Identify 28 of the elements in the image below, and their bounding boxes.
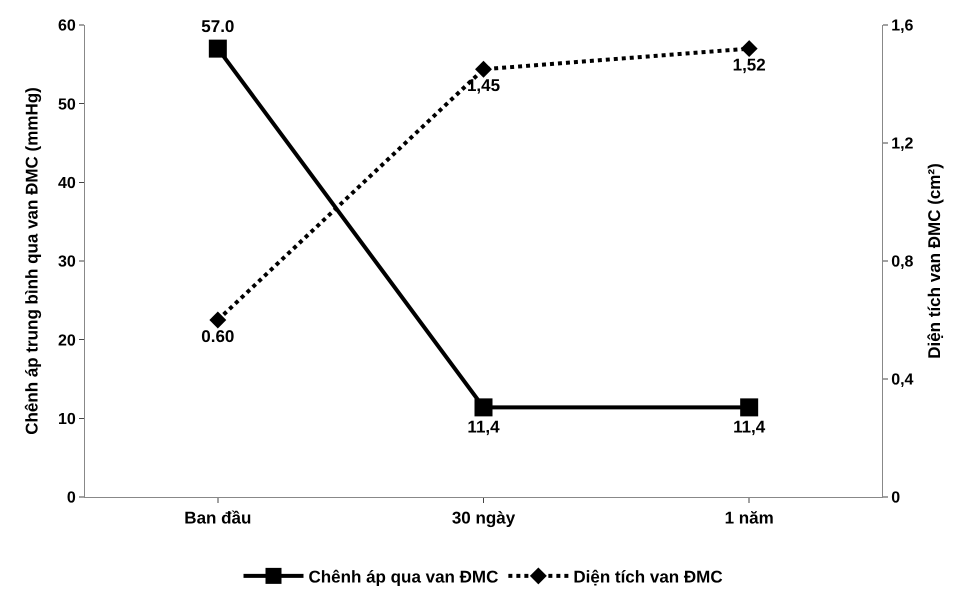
y2-tick-label: 0,4 bbox=[891, 372, 914, 389]
y2-tick-label: 1,6 bbox=[891, 18, 914, 35]
data-label: 11,4 bbox=[733, 417, 766, 436]
point bbox=[209, 312, 226, 328]
y2-tick-label: 0,8 bbox=[891, 254, 914, 271]
data-label: 57.0 bbox=[201, 17, 234, 36]
y-tick-label: 20 bbox=[58, 332, 76, 350]
y-tick-label: 50 bbox=[58, 96, 76, 114]
y2-tick-label: 0 bbox=[891, 490, 900, 507]
data-label: 1,52 bbox=[732, 55, 766, 74]
y-tick-label: 30 bbox=[58, 254, 76, 271]
y-axis-title: Chênh áp trung bình qua van ĐMC (mmHg) bbox=[22, 87, 42, 435]
legend-label: Diện tích van ĐMC bbox=[573, 568, 723, 587]
data-label: 0.60 bbox=[201, 326, 234, 346]
y2-tick-label: 1,2 bbox=[891, 136, 914, 153]
data-label: 1,45 bbox=[466, 76, 500, 96]
data-label: 11,4 bbox=[467, 417, 500, 436]
point bbox=[740, 40, 758, 58]
point bbox=[475, 60, 492, 78]
y2-axis-title: Diện tích van ĐMC (cm²) bbox=[924, 163, 944, 359]
y-tick-label: 0 bbox=[66, 490, 76, 507]
x-tick-label: 1 năm bbox=[724, 508, 774, 528]
x-tick-label: 30 ngày bbox=[452, 508, 516, 528]
y-tick-label: 60 bbox=[58, 18, 76, 35]
y-tick-label: 10 bbox=[58, 410, 76, 428]
y-tick-label: 40 bbox=[58, 174, 76, 192]
legend-label: Chênh áp qua van ĐMC bbox=[308, 568, 498, 587]
x-tick-label: Ban đầu bbox=[184, 508, 252, 528]
